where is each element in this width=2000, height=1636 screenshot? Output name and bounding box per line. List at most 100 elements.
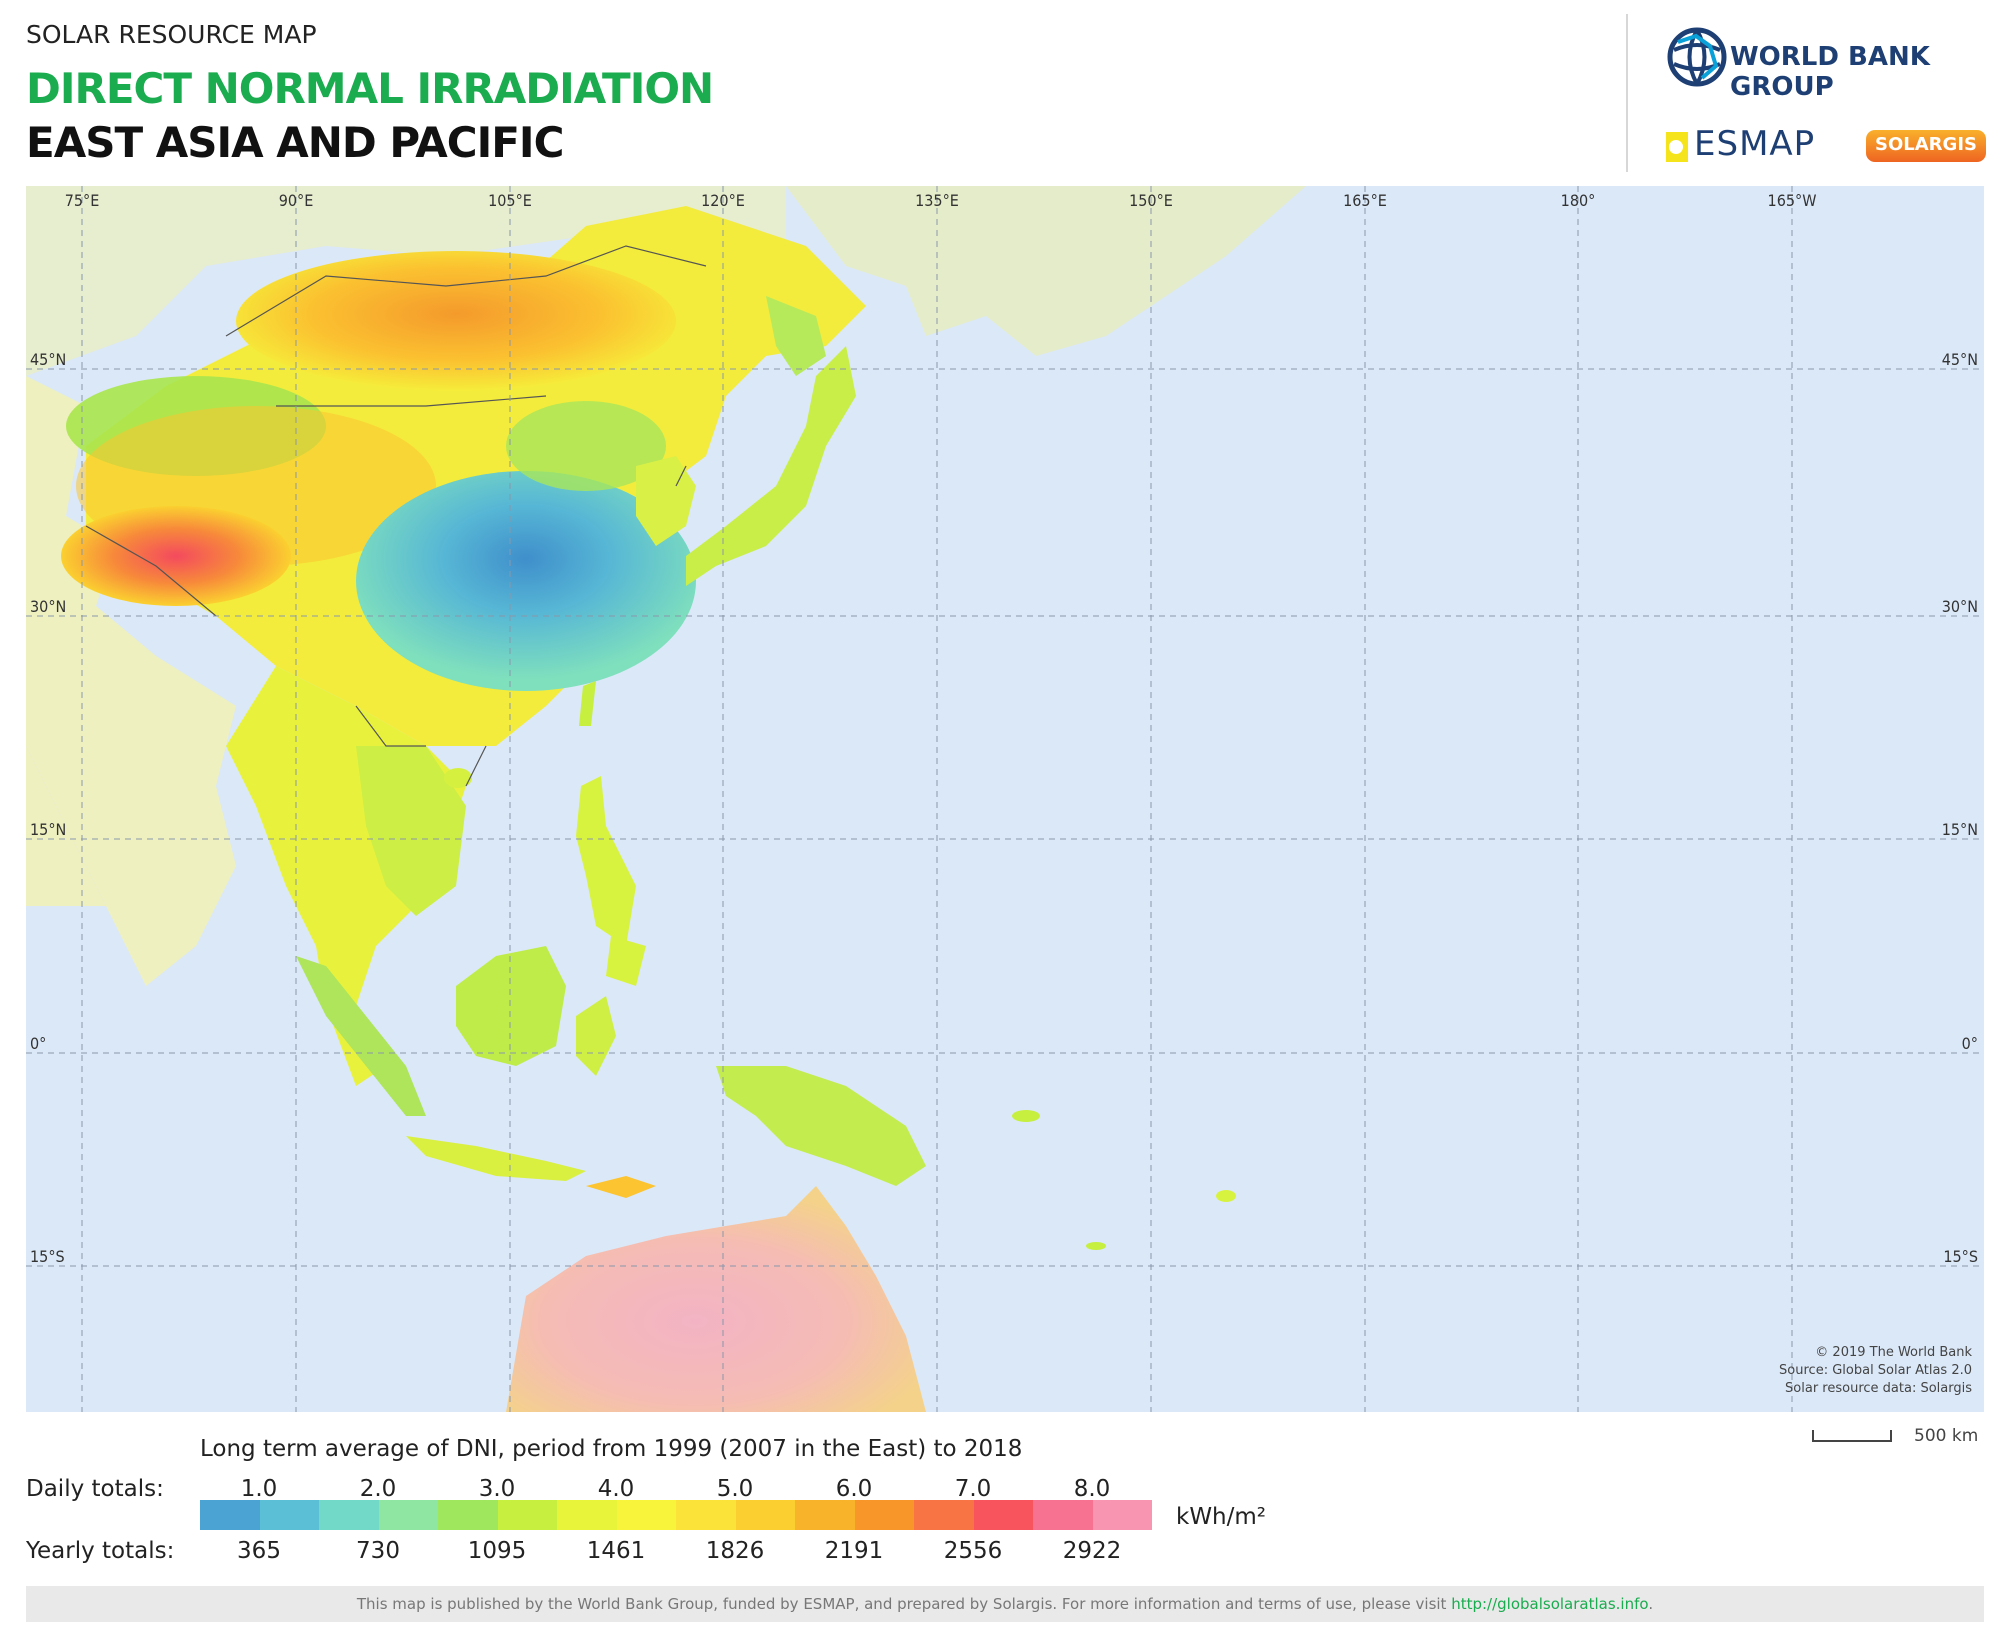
latitude-labels: 45°N 45°N 30°N 30°N 15°N 15°N 0° 0° 15°S 15°S: [30, 350, 1978, 1266]
graticule: [26, 186, 1984, 1412]
colorbar-swatch: [914, 1500, 974, 1530]
longitude-label: 150°E: [1129, 191, 1173, 210]
daily-tick: 6.0: [835, 1476, 873, 1502]
yearly-ticks: 365 730 1095 1461 1826 2191 2556 2922: [0, 1538, 2000, 1568]
india-land: [26, 376, 236, 986]
latitude-label-right: 30°N: [1942, 597, 1978, 616]
solargis-logo-text: SOLARGIS: [1875, 134, 1977, 155]
yearly-totals-label: Yearly totals:: [26, 1538, 175, 1564]
solomon-islands-land: [1012, 1110, 1040, 1122]
colorbar-swatch: [1092, 1500, 1152, 1530]
timor-land: [586, 1176, 656, 1198]
latitude-label-left: 15°S: [30, 1247, 65, 1266]
borneo-land: [456, 946, 566, 1066]
footer-link[interactable]: http://globalsolaratlas.info: [1451, 1595, 1649, 1613]
laos-vietnam-land: [356, 746, 466, 916]
longitude-label: 75°E: [65, 191, 100, 210]
daily-tick: 5.0: [716, 1476, 754, 1502]
esmap-sun-icon: [1666, 132, 1688, 162]
yearly-tick: 1826: [705, 1538, 765, 1564]
hainan-land: [444, 768, 472, 788]
colorbar-swatch: [854, 1500, 914, 1530]
yearly-tick: 2191: [824, 1538, 884, 1564]
daily-tick: 8.0: [1073, 1476, 1111, 1502]
scale-bar: [1812, 1430, 1892, 1442]
fiji-land: [1216, 1190, 1236, 1202]
colorbar-swatch: [795, 1500, 855, 1530]
latitude-label-left: 45°N: [30, 350, 66, 369]
latitude-label-left: 0°: [30, 1034, 46, 1053]
dni-map: 75°E 90°E 105°E 120°E 135°E 150°E 165°E 180° 165…: [26, 186, 1984, 1412]
latitude-label-right: 45°N: [1942, 350, 1978, 369]
north-china-plain-zone: [506, 401, 666, 491]
longitude-label: 135°E: [915, 191, 959, 210]
vanuatu-land: [1086, 1242, 1106, 1250]
yearly-tick: 1461: [586, 1538, 646, 1564]
yearly-tick: 2922: [1062, 1538, 1122, 1564]
daily-tick: 3.0: [478, 1476, 516, 1502]
java-nusa-land: [406, 1136, 586, 1181]
source-text: Source: Global Solar Atlas 2.0: [1779, 1363, 1972, 1378]
sulawesi-land: [576, 996, 616, 1076]
japan-land: [686, 346, 856, 586]
latitude-label-right: 15°S: [1943, 1247, 1978, 1266]
latitude-label-right: 15°N: [1942, 820, 1978, 839]
colorbar-swatch: [378, 1500, 438, 1530]
far-east-russia-land: [786, 186, 1306, 356]
footer-text: This map is published by the World Bank …: [356, 1595, 1452, 1613]
solargis-logo: [1866, 130, 1986, 162]
daily-ticks: 1.0 2.0 3.0 4.0 5.0 6.0 7.0 8.0: [0, 1476, 2000, 1506]
colorbar-swatch: [616, 1500, 676, 1530]
latitude-label-right: 0°: [1962, 1034, 1978, 1053]
daily-tick: 2.0: [359, 1476, 397, 1502]
yearly-tick: 2556: [943, 1538, 1003, 1564]
korea-land: [636, 456, 696, 546]
daily-totals-label: Daily totals:: [26, 1476, 164, 1502]
map-subtitle: SOLAR RESOURCE MAP: [26, 20, 317, 49]
yearly-tick: 365: [237, 1538, 281, 1564]
unit-label: kWh/m²: [1176, 1504, 1267, 1530]
hokkaido-land: [766, 296, 826, 376]
copyright-text: © 2019 The World Bank: [1815, 1345, 1972, 1360]
longitude-label: 120°E: [701, 191, 745, 210]
daily-tick: 7.0: [954, 1476, 992, 1502]
sichuan-low-dni-zone: [356, 471, 696, 691]
world-bank-globe-icon: [1667, 27, 1727, 87]
legend-title: Long term average of DNI, period from 19…: [200, 1436, 1023, 1462]
colorbar-swatch: [1033, 1500, 1093, 1530]
philippines-land: [576, 776, 636, 946]
map-title: DIRECT NORMAL IRRADIATION: [26, 64, 714, 113]
colorbar-swatch: [319, 1500, 379, 1530]
sumatra-land: [296, 956, 426, 1116]
daily-tick: 4.0: [597, 1476, 635, 1502]
colorbar-swatch: [497, 1500, 557, 1530]
colorbar-swatch: [259, 1500, 319, 1530]
longitude-label: 165°E: [1343, 191, 1387, 210]
yearly-tick: 730: [356, 1538, 400, 1564]
latitude-label-left: 30°N: [30, 597, 66, 616]
dni-colorbar: [200, 1500, 1152, 1530]
taiwan-land: [579, 681, 596, 726]
colorbar-swatch: [973, 1500, 1033, 1530]
longitude-label: 165°W: [1768, 191, 1817, 210]
colorbar-swatch: [200, 1500, 260, 1530]
new-guinea-land: [716, 1066, 926, 1186]
header-divider: [1626, 14, 1628, 172]
footer-bar: This map is published by the World Bank …: [26, 1586, 1984, 1622]
colorbar-swatch: [735, 1500, 795, 1530]
longitude-label: 90°E: [279, 191, 314, 210]
colorbar-swatch: [557, 1500, 617, 1530]
world-bank-logo-text: WORLD BANK GROUP: [1730, 42, 1930, 102]
longitude-label: 180°: [1561, 191, 1596, 210]
data-source-text: Solar resource data: Solargis: [1785, 1381, 1972, 1396]
esmap-logo-text: ESMAP: [1694, 124, 1816, 164]
australia-land: [506, 1186, 926, 1412]
longitude-labels: 75°E 90°E 105°E 120°E 135°E 150°E 165°E 180° 165…: [65, 191, 1817, 210]
daily-tick: 1.0: [240, 1476, 278, 1502]
longitude-label: 105°E: [488, 191, 532, 210]
footer-end: .: [1648, 1595, 1654, 1613]
tibet-peak-dni-zone: [61, 506, 291, 606]
mindanao-land: [606, 936, 646, 986]
region-title: EAST ASIA AND PACIFIC: [26, 118, 564, 167]
gobi-high-dni-zone: [236, 251, 676, 391]
